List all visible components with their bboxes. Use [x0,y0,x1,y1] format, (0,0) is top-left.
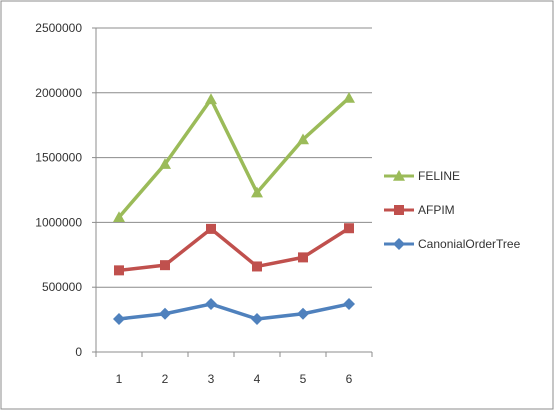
y-tick-labels: 0 500000 1000000 1500000 2000000 2500000 [35,21,82,359]
legend: FELINE AFPIM CanonialOrderTree [384,169,521,251]
legend-entry-afpim: AFPIM [384,203,455,217]
data-point-feline-1 [113,211,125,223]
data-point-canonialordertree-4 [251,312,263,325]
legend-label-feline: FELINE [418,169,460,183]
data-point-feline-3 [205,93,217,105]
data-point-afpim-5 [298,252,308,263]
x-tick-label-1: 1 [116,372,123,386]
legend-label-canonialordertree: CanonialOrderTree [418,237,521,251]
data-point-afpim-2 [160,260,170,271]
data-point-afpim-4 [252,261,262,272]
legend-entry-feline: FELINE [384,169,460,183]
x-tick-label-5: 5 [300,372,307,386]
gridlines [96,27,372,288]
series-canonialordertree [113,298,355,325]
data-point-canonialordertree-2 [159,307,171,320]
y-tick-label-500000: 500000 [42,280,82,294]
data-point-afpim-1 [114,265,124,276]
axes [92,27,373,357]
series-feline [113,91,355,223]
data-point-feline-5 [297,133,309,145]
y-tick-label-2000000: 2000000 [35,86,82,100]
series-line-afpim [118,226,350,273]
x-tick-label-3: 3 [208,372,215,386]
series-afpim [114,223,354,276]
y-tick-label-0: 0 [75,345,82,359]
legend-marker-feline [393,170,405,181]
legend-marker-canonialordertree [393,238,405,250]
y-tick-label-1000000: 1000000 [35,215,82,229]
data-point-canonialordertree-5 [297,307,309,320]
data-point-canonialordertree-3 [205,298,217,311]
x-tick-label-6: 6 [346,372,353,386]
legend-entry-canonialordertree: CanonialOrderTree [384,237,521,251]
data-point-canonialordertree-1 [113,312,125,325]
data-point-feline-2 [159,158,171,169]
x-tick-labels: 1 2 3 4 5 6 [116,372,353,386]
y-tick-label-1500000: 1500000 [35,151,82,165]
data-point-afpim-6 [344,223,354,234]
data-point-canonialordertree-6 [343,298,355,311]
data-point-feline-6 [343,91,355,103]
series-layer [113,91,355,325]
y-tick-label-2500000: 2500000 [35,21,82,35]
data-point-afpim-3 [206,223,216,234]
data-point-feline-4 [251,186,263,198]
legend-marker-afpim [394,205,404,215]
legend-label-afpim: AFPIM [418,203,455,217]
series-line-feline [117,96,351,219]
x-tick-label-4: 4 [254,372,261,386]
series-line-canonialordertree [118,302,350,321]
x-tick-label-2: 2 [162,372,169,386]
